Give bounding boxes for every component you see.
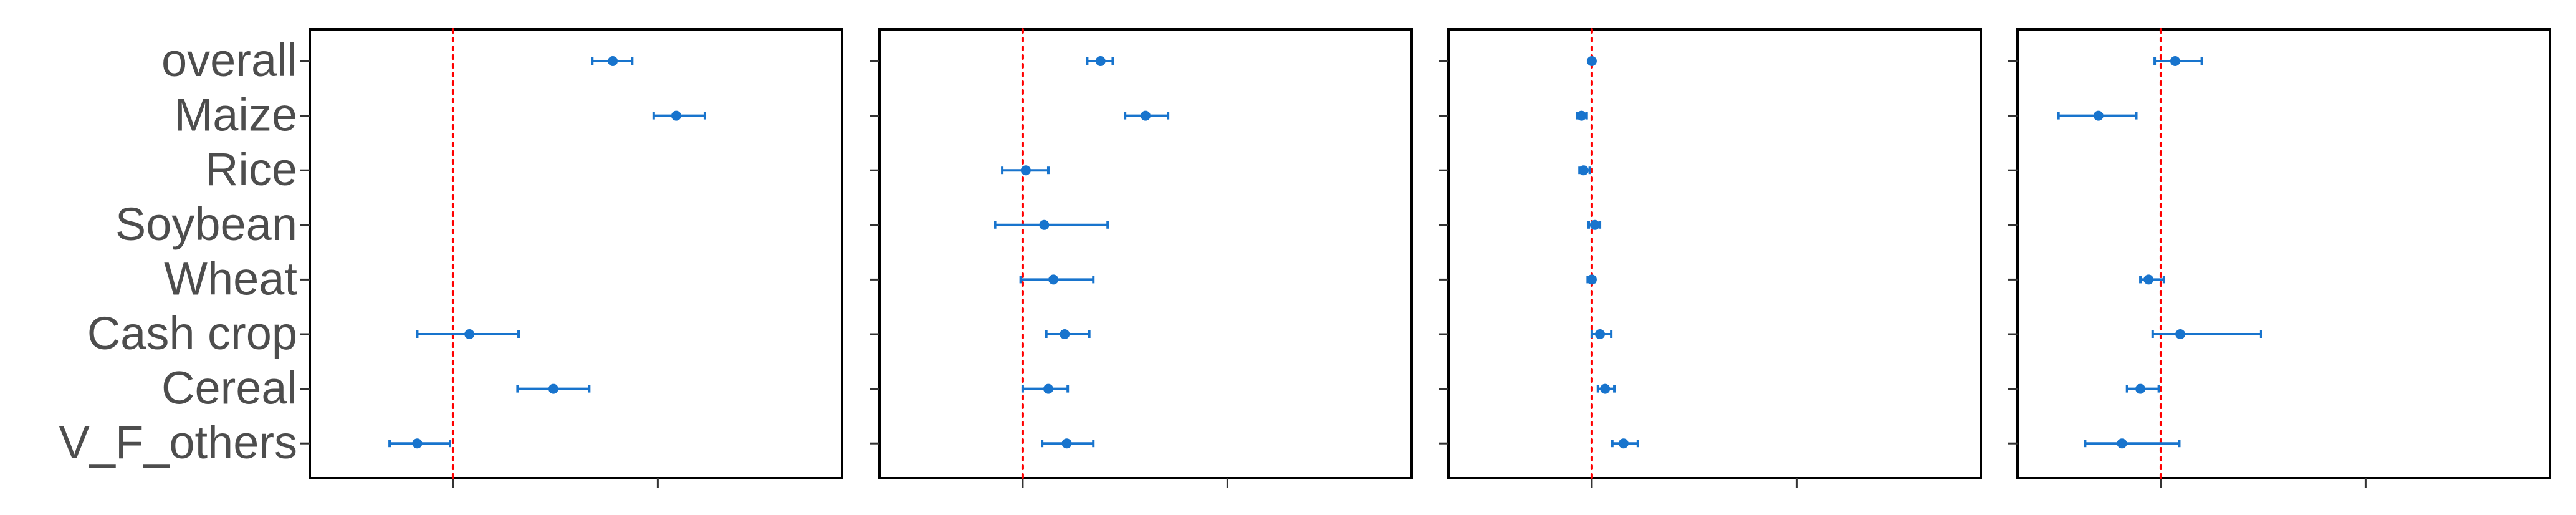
estimate-point bbox=[1061, 438, 1072, 449]
estimate-point bbox=[1039, 219, 1050, 230]
panel-frame bbox=[309, 28, 843, 479]
panel-3 bbox=[1439, 28, 1982, 488]
panel-frame bbox=[1447, 28, 1982, 479]
panel-4 bbox=[2008, 28, 2551, 488]
estimate-point bbox=[2143, 274, 2154, 285]
category-label: Wheat bbox=[164, 253, 297, 304]
estimate-point bbox=[548, 383, 558, 394]
estimate-point bbox=[671, 110, 681, 121]
estimate-point bbox=[2117, 438, 2127, 449]
estimate-point bbox=[1618, 438, 1629, 449]
estimate-point bbox=[608, 56, 618, 66]
estimate-point bbox=[1595, 329, 1606, 339]
estimate-point bbox=[1141, 110, 1151, 121]
estimate-point bbox=[412, 438, 423, 449]
estimate-point bbox=[2170, 56, 2180, 66]
category-label: Cereal bbox=[161, 362, 297, 414]
estimate-point bbox=[1586, 274, 1597, 285]
estimate-point bbox=[1578, 165, 1589, 176]
category-label: overall bbox=[161, 34, 297, 86]
panel-frame bbox=[878, 28, 1413, 479]
estimate-point bbox=[1043, 383, 1053, 394]
panel-frame bbox=[2016, 28, 2551, 479]
panels bbox=[300, 28, 2551, 488]
estimate-point bbox=[2175, 329, 2186, 339]
estimate-point bbox=[1600, 383, 1611, 394]
category-label: Rice bbox=[205, 143, 297, 195]
category-label: Cash crop bbox=[87, 307, 297, 359]
estimate-point bbox=[2135, 383, 2146, 394]
estimate-point bbox=[1586, 56, 1597, 66]
estimate-point bbox=[1095, 56, 1106, 66]
estimate-point bbox=[1589, 219, 1600, 230]
estimate-point bbox=[1048, 274, 1059, 285]
estimate-point bbox=[1060, 329, 1070, 339]
category-label: V_F_others bbox=[59, 416, 297, 468]
estimate-point bbox=[464, 329, 475, 339]
panel-2 bbox=[870, 28, 1413, 488]
estimate-point bbox=[2093, 110, 2104, 121]
estimate-point bbox=[1020, 165, 1031, 176]
panel-1 bbox=[300, 28, 843, 488]
category-label: Maize bbox=[175, 89, 297, 141]
estimate-point bbox=[1576, 110, 1587, 121]
category-label: Soybean bbox=[115, 198, 297, 250]
